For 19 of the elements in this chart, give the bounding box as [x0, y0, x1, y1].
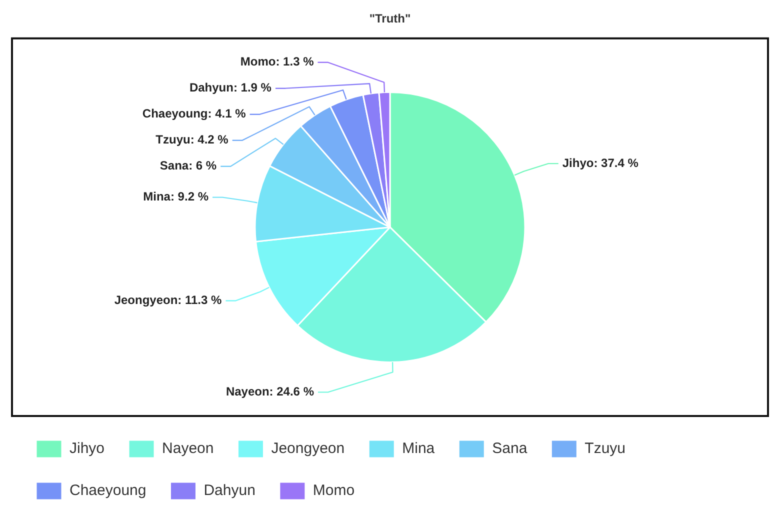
data-label: Jeongyeon: 11.3 %	[114, 293, 222, 308]
legend-label: Dahyun	[204, 482, 256, 500]
data-label: Dahyun: 1.9 %	[189, 80, 272, 95]
data-label: Mina: 9.2 %	[143, 190, 209, 204]
data-label: Nayeon: 24.6 %	[226, 384, 314, 398]
data-label: Sana: 6 %	[160, 158, 217, 173]
legend-label: Nayeon	[162, 440, 214, 458]
legend-label: Mina	[402, 440, 436, 458]
legend-label: Tzuyu	[584, 440, 626, 458]
chart-title: "Truth"	[369, 12, 411, 26]
legend-label: Sana	[492, 440, 528, 458]
data-label: Chaeyoung: 4.1 %	[142, 106, 246, 121]
data-label: Jihyo: 37.4 %	[562, 156, 639, 170]
data-label: Momo: 1.3 %	[240, 54, 314, 69]
legend-label: Momo	[312, 482, 355, 500]
legend-label: Jeongyeon	[271, 440, 345, 458]
legend-label: Jihyo	[70, 440, 105, 458]
legend-label: Chaeyoung	[70, 482, 146, 500]
data-label: Tzuyu: 4.2 %	[156, 132, 229, 147]
